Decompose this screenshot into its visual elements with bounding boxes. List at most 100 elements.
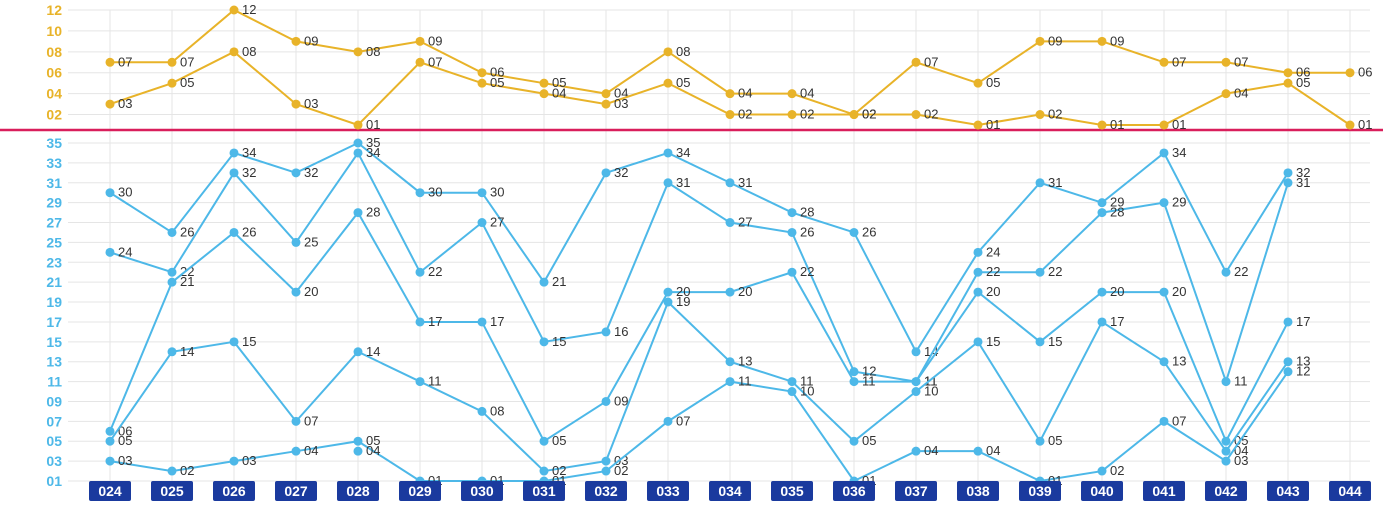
x-tick-label: 035 — [780, 483, 804, 499]
data-label: 15 — [986, 334, 1000, 349]
data-label: 15 — [552, 334, 566, 349]
data-point — [354, 47, 363, 56]
data-point — [1284, 317, 1293, 326]
data-point — [354, 121, 363, 130]
data-point — [664, 298, 673, 307]
data-label: 31 — [738, 175, 752, 190]
x-tick-label: 041 — [1152, 483, 1176, 499]
data-label: 34 — [676, 145, 690, 160]
data-point — [168, 347, 177, 356]
data-label: 30 — [428, 185, 442, 200]
data-point — [1098, 467, 1107, 476]
x-tick-label: 033 — [656, 483, 680, 499]
y-tick-bottom: 19 — [46, 294, 62, 310]
data-label: 05 — [180, 75, 194, 90]
y-tick-bottom: 25 — [46, 234, 62, 250]
data-point — [292, 100, 301, 109]
data-label: 34 — [242, 145, 256, 160]
grid — [68, 10, 1370, 481]
data-label: 09 — [1048, 33, 1062, 48]
data-point — [106, 437, 115, 446]
data-point — [664, 178, 673, 187]
y-tick-bottom: 17 — [46, 314, 62, 330]
y-tick-bottom: 27 — [46, 215, 62, 231]
data-point — [974, 268, 983, 277]
data-label: 10 — [800, 384, 814, 399]
data-point — [1222, 89, 1231, 98]
y-tick-bottom: 11 — [47, 374, 62, 390]
data-label: 04 — [1234, 86, 1248, 101]
data-label: 21 — [180, 274, 194, 289]
data-point — [168, 278, 177, 287]
data-point — [1036, 178, 1045, 187]
data-label: 03 — [614, 96, 628, 111]
x-tick-label: 029 — [408, 483, 432, 499]
data-label: 05 — [490, 75, 504, 90]
data-point — [540, 278, 549, 287]
data-label: 07 — [676, 413, 690, 428]
data-point — [168, 467, 177, 476]
data-point — [416, 37, 425, 46]
data-point — [1098, 37, 1107, 46]
data-point — [478, 79, 487, 88]
data-point — [1098, 288, 1107, 297]
data-label: 17 — [490, 314, 504, 329]
data-label: 04 — [738, 86, 752, 101]
data-label: 02 — [800, 107, 814, 122]
data-point — [1284, 168, 1293, 177]
data-label: 32 — [242, 165, 256, 180]
data-point — [664, 47, 673, 56]
data-point — [540, 437, 549, 446]
data-point — [478, 68, 487, 77]
data-point — [1098, 198, 1107, 207]
x-tick-label: 042 — [1214, 483, 1238, 499]
data-label: 08 — [490, 403, 504, 418]
data-label: 12 — [1296, 364, 1310, 379]
data-label: 09 — [304, 33, 318, 48]
y-tick-top: 10 — [46, 23, 62, 39]
y-tick-top: 04 — [46, 86, 62, 102]
x-tick-label: 025 — [160, 483, 184, 499]
data-label: 32 — [614, 165, 628, 180]
data-point — [788, 268, 797, 277]
data-point — [726, 357, 735, 366]
data-point — [292, 417, 301, 426]
data-point — [1346, 68, 1355, 77]
data-point — [664, 148, 673, 157]
data-point — [292, 238, 301, 247]
y-tick-bottom: 01 — [46, 473, 62, 489]
data-label: 20 — [986, 284, 1000, 299]
data-point — [540, 467, 549, 476]
data-label: 22 — [1048, 264, 1062, 279]
data-point — [540, 89, 549, 98]
data-point — [478, 218, 487, 227]
data-point — [788, 377, 797, 386]
data-point — [1160, 357, 1169, 366]
x-tick-label: 037 — [904, 483, 928, 499]
data-point — [1098, 317, 1107, 326]
data-point — [974, 447, 983, 456]
y-tick-bottom: 07 — [46, 413, 62, 429]
data-point — [974, 121, 983, 130]
data-label: 11 — [1234, 374, 1248, 389]
data-label: 07 — [180, 54, 194, 69]
data-point — [168, 268, 177, 277]
data-point — [1284, 68, 1293, 77]
data-point — [974, 337, 983, 346]
data-label: 04 — [552, 86, 566, 101]
data-label: 13 — [738, 354, 752, 369]
data-label: 17 — [1110, 314, 1124, 329]
chart-container: 1210080604023533312927252321191715131109… — [0, 0, 1383, 516]
data-label: 31 — [1048, 175, 1062, 190]
data-point — [602, 397, 611, 406]
data-label: 05 — [1296, 75, 1310, 90]
data-point — [1036, 337, 1045, 346]
y-tick-bottom: 13 — [46, 354, 62, 370]
data-point — [106, 248, 115, 257]
data-label: 11 — [738, 374, 752, 389]
data-point — [912, 347, 921, 356]
data-label: 02 — [180, 463, 194, 478]
data-point — [912, 387, 921, 396]
data-point — [912, 58, 921, 67]
data-point — [664, 79, 673, 88]
